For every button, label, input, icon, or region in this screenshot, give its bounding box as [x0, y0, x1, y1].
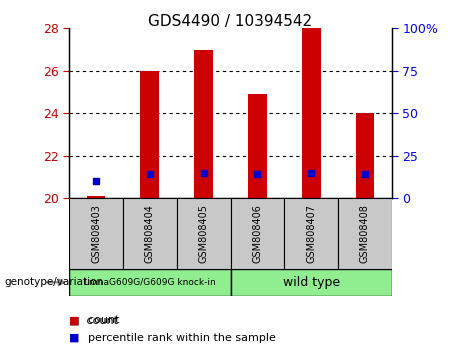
Bar	[141, 71, 159, 198]
Text: percentile rank within the sample: percentile rank within the sample	[81, 333, 276, 343]
Text: wild type: wild type	[283, 276, 340, 289]
Text: GSM808406: GSM808406	[252, 204, 262, 263]
Text: GDS4490 / 10394542: GDS4490 / 10394542	[148, 14, 313, 29]
Text: ■: ■	[69, 333, 80, 343]
Text: ■  count: ■ count	[69, 315, 118, 325]
Text: GSM808407: GSM808407	[306, 204, 316, 263]
Bar	[338, 198, 392, 269]
Bar	[230, 198, 284, 269]
Text: ■: ■	[69, 315, 80, 325]
Bar	[302, 28, 320, 198]
Bar	[248, 94, 267, 198]
Bar	[69, 198, 123, 269]
Text: GSM808408: GSM808408	[360, 204, 370, 263]
Text: genotype/variation: genotype/variation	[5, 277, 104, 287]
Bar	[194, 50, 213, 198]
Text: GSM808404: GSM808404	[145, 204, 155, 263]
Bar	[69, 269, 230, 296]
Text: LmnaG609G/G609G knock-in: LmnaG609G/G609G knock-in	[84, 278, 216, 287]
Bar	[87, 196, 106, 198]
Bar	[355, 113, 374, 198]
Text: GSM808405: GSM808405	[199, 204, 209, 263]
Bar	[123, 198, 177, 269]
Bar	[284, 198, 338, 269]
Text: GSM808403: GSM808403	[91, 204, 101, 263]
Bar	[177, 198, 230, 269]
Text: count: count	[81, 315, 119, 325]
Bar	[230, 269, 392, 296]
